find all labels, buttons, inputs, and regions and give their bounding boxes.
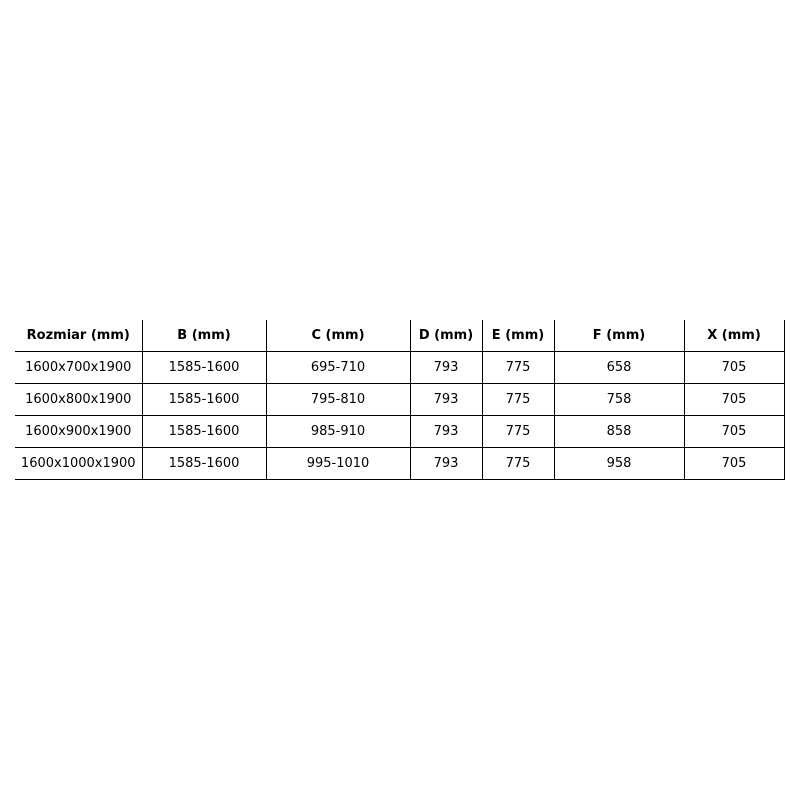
table-row: 1600x900x1900 1585-1600 985-910 793 775 858 70… <box>15 415 785 448</box>
column-header: Rozmiar (mm) <box>15 320 143 352</box>
table-cell: 705 <box>684 383 785 416</box>
table-cell: 795-810 <box>266 383 411 416</box>
table-cell: 658 <box>554 351 685 384</box>
table-row: 1600x1000x1900 1585-1600 995-1010 793 775 958… <box>15 447 785 480</box>
table-cell: 1600x800x1900 <box>15 383 143 416</box>
table-cell: 793 <box>410 415 483 448</box>
table-cell: 775 <box>482 383 555 416</box>
column-header: D (mm) <box>410 320 483 352</box>
column-header: F (mm) <box>554 320 685 352</box>
table-cell: 1585-1600 <box>142 351 267 384</box>
table-cell: 775 <box>482 351 555 384</box>
table-cell: 775 <box>482 447 555 480</box>
table-cell: 705 <box>684 351 785 384</box>
table-cell: 1600x1000x1900 <box>15 447 143 480</box>
table-cell: 758 <box>554 383 685 416</box>
table-cell: 995-1010 <box>266 447 411 480</box>
table-cell: 1585-1600 <box>142 415 267 448</box>
header-row: Rozmiar (mm) B (mm) C (mm) D (mm) E (mm) F (m… <box>15 320 785 352</box>
table-cell: 705 <box>684 415 785 448</box>
table-cell: 1585-1600 <box>142 383 267 416</box>
table-cell: 793 <box>410 351 483 384</box>
table-cell: 1600x700x1900 <box>15 351 143 384</box>
table-cell: 695-710 <box>266 351 411 384</box>
column-header: C (mm) <box>266 320 411 352</box>
table-cell: 793 <box>410 383 483 416</box>
table-row: 1600x700x1900 1585-1600 695-710 793 775 658 70… <box>15 351 785 384</box>
table-row: 1600x800x1900 1585-1600 795-810 793 775 758 70… <box>15 383 785 416</box>
column-header: X (mm) <box>684 320 785 352</box>
table-cell: 1585-1600 <box>142 447 267 480</box>
table-cell: 858 <box>554 415 685 448</box>
column-header: B (mm) <box>142 320 267 352</box>
column-header: E (mm) <box>482 320 555 352</box>
table-cell: 775 <box>482 415 555 448</box>
table-cell: 793 <box>410 447 483 480</box>
table-cell: 705 <box>684 447 785 480</box>
table-cell: 958 <box>554 447 685 480</box>
table-cell: 985-910 <box>266 415 411 448</box>
dimensions-table: Rozmiar (mm) B (mm) C (mm) D (mm) E (mm) F (m… <box>15 320 785 480</box>
table-cell: 1600x900x1900 <box>15 415 143 448</box>
